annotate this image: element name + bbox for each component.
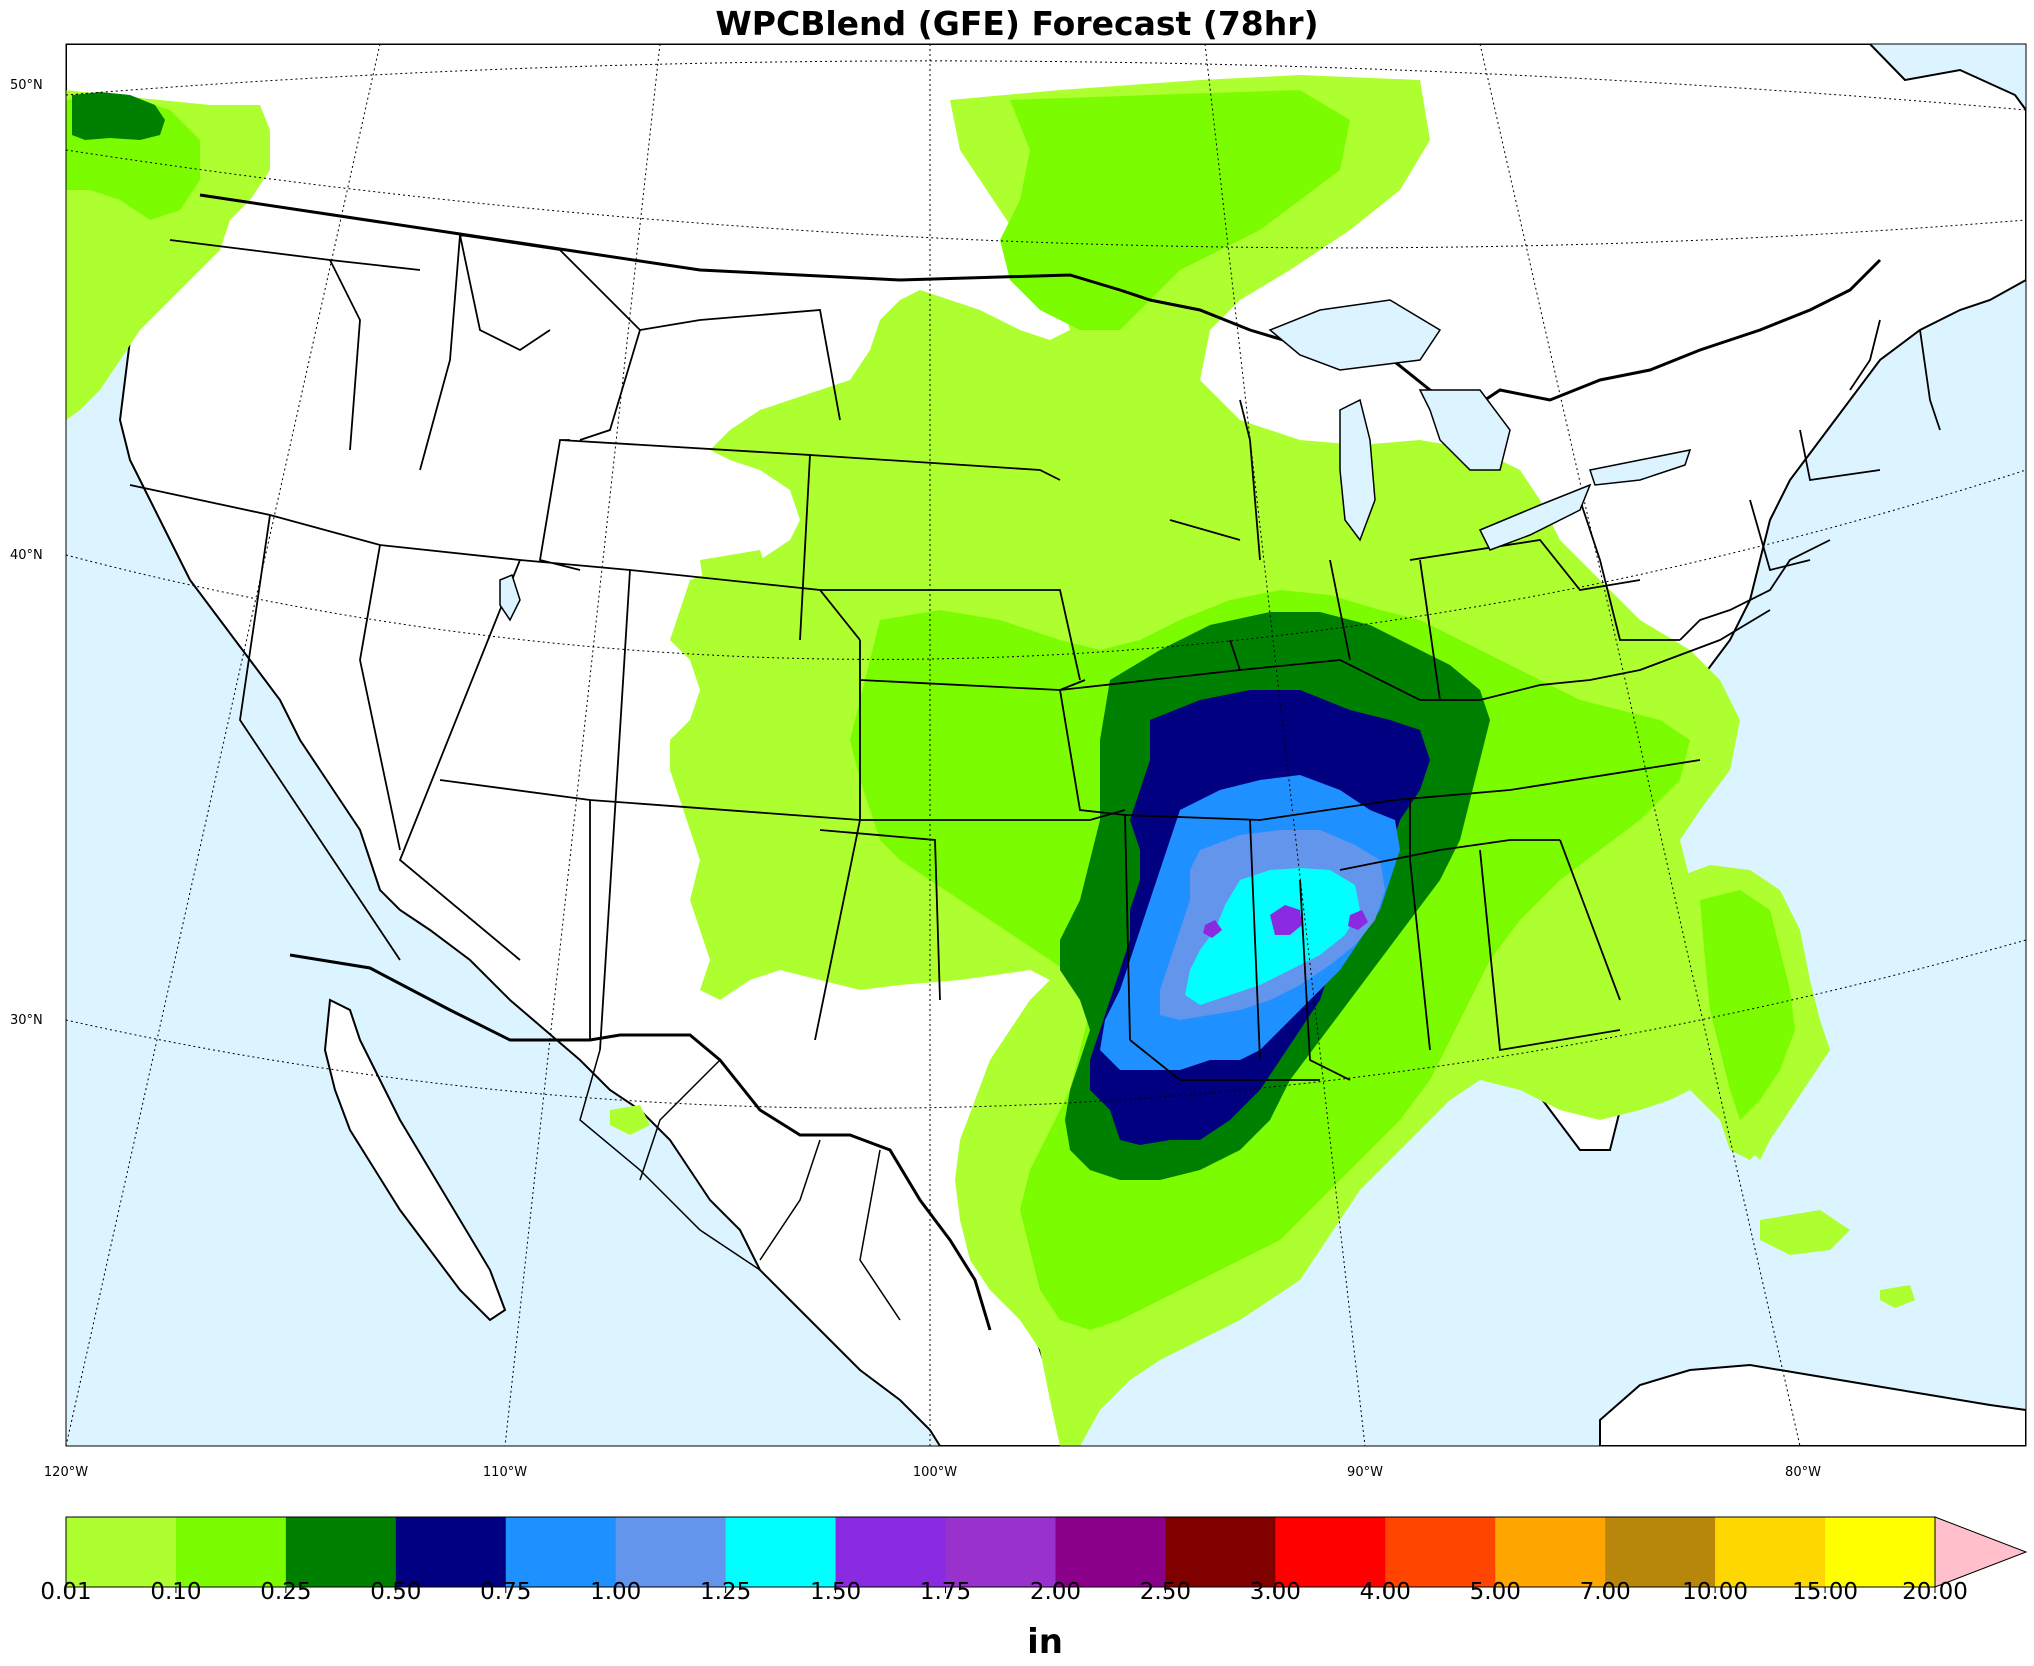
colorbar-segment <box>1275 1517 1386 1587</box>
colorbar-segment <box>615 1517 727 1587</box>
colorbar-tick-label: 20.00 <box>1902 1579 1968 1605</box>
lake-huron <box>1418 389 1511 471</box>
colorbar-tick-label: 1.00 <box>590 1579 642 1605</box>
colorbar-segment <box>835 1517 947 1587</box>
colorbar-segment <box>285 1517 397 1587</box>
precip-band-010 <box>1000 90 1350 330</box>
lat-label-40n: 40°N <box>10 548 43 563</box>
colorbar-tick-label: 2.00 <box>1029 1579 1082 1605</box>
mexico-state-lines <box>579 1049 901 1321</box>
map-title: WPCBlend (GFE) Forecast (78hr) <box>715 4 1319 43</box>
colorbar-segment <box>725 1517 837 1587</box>
land-baja <box>323 998 507 1322</box>
colorbar-extend-arrow <box>1934 1516 2028 1588</box>
lat-label-30n: 30°N <box>10 1013 43 1028</box>
parallel-30n <box>66 939 2026 1109</box>
colorbar-tick-label: 10.00 <box>1682 1579 1749 1605</box>
precip-contours <box>66 75 1915 1446</box>
lake-erie <box>1478 483 1592 551</box>
colorbar-segment <box>1055 1517 1166 1587</box>
colorbar-segment <box>1825 1517 1936 1587</box>
colorbar-segment <box>395 1517 507 1587</box>
colorbar-segment <box>1605 1517 1716 1587</box>
parallel-50n <box>66 60 2026 111</box>
parallel-45n <box>66 149 2026 249</box>
great-lakes <box>499 299 1692 622</box>
colorbar-tick-label: 1.50 <box>809 1579 862 1605</box>
lake-michigan <box>1339 398 1376 542</box>
colorbar-tick-label: 1.75 <box>919 1579 972 1605</box>
lat-label-50n: 50°N <box>10 78 43 93</box>
precip-band-150-c <box>1203 920 1222 938</box>
colorbar-tick-label: 0.50 <box>370 1579 422 1605</box>
graticule <box>66 44 2026 1446</box>
colorbar-segment <box>945 1517 1056 1587</box>
colorbar-segment <box>175 1517 287 1587</box>
colorbar-tick-label: 2.50 <box>1139 1579 1192 1605</box>
colorbar-segment <box>1385 1517 1496 1587</box>
colorbar-tick-label: 15.00 <box>1792 1579 1858 1605</box>
land-cuba <box>1599 1363 2026 1446</box>
colorbar-segment <box>1165 1517 1276 1587</box>
colorbar-segment <box>1495 1517 1606 1587</box>
lon-label-110w: 110°W <box>482 1465 528 1480</box>
colorbar-segment <box>1715 1517 1826 1587</box>
precip-band-010-florida <box>1700 890 1795 1120</box>
colorbar-tick-label: 4.00 <box>1359 1579 1411 1605</box>
great-salt-lake <box>499 573 521 622</box>
lon-label-80w: 80°W <box>1785 1465 1821 1480</box>
colorbar-tick-label: 0.75 <box>480 1579 532 1605</box>
colorbar-tick-label: 3.00 <box>1249 1579 1301 1605</box>
precip-band-001-blob-3 <box>1760 1210 1850 1255</box>
meridian-110w <box>504 44 661 1446</box>
state-lines <box>129 233 1941 1081</box>
colorbar-segment <box>66 1517 177 1587</box>
precip-band-150-b <box>1348 910 1368 930</box>
lake-superior <box>1268 299 1442 371</box>
colorbar-tick-label: 1.25 <box>700 1579 752 1605</box>
lake-ontario <box>1589 449 1692 486</box>
precip-band-025-west <box>72 92 165 140</box>
colorbar <box>65 1516 2028 1593</box>
colorbar-tick-label: 7.00 <box>1579 1579 1631 1605</box>
colorbar-tick-label: 0.25 <box>260 1579 312 1605</box>
map-area <box>66 44 2026 1446</box>
map-frame <box>65 43 2027 1447</box>
precip-band-125 <box>1185 868 1360 1005</box>
parallel-40n <box>66 469 2026 660</box>
colorbar-tick-label: 5.00 <box>1469 1579 1521 1605</box>
colorbar-tick-label: 0.10 <box>150 1579 202 1605</box>
colorbar-frame <box>65 1516 1936 1588</box>
meridian-90w <box>1204 44 1366 1446</box>
us-mexico-border <box>289 953 992 1331</box>
precip-band-001-blob-2 <box>610 1105 650 1135</box>
precip-band-150 <box>1270 905 1302 935</box>
colorbar-segment <box>505 1517 617 1587</box>
colorbar-units-label: in <box>1027 1622 1063 1662</box>
lon-label-120w: 120°W <box>43 1465 89 1480</box>
lon-label-100w: 100°W <box>912 1465 958 1480</box>
precip-band-001-blob-1 <box>700 550 770 600</box>
precip-band-001-blob-4 <box>1880 1285 1915 1308</box>
colorbar-tick-label: 0.01 <box>40 1579 92 1605</box>
lon-label-90w: 90°W <box>1347 1465 1383 1480</box>
